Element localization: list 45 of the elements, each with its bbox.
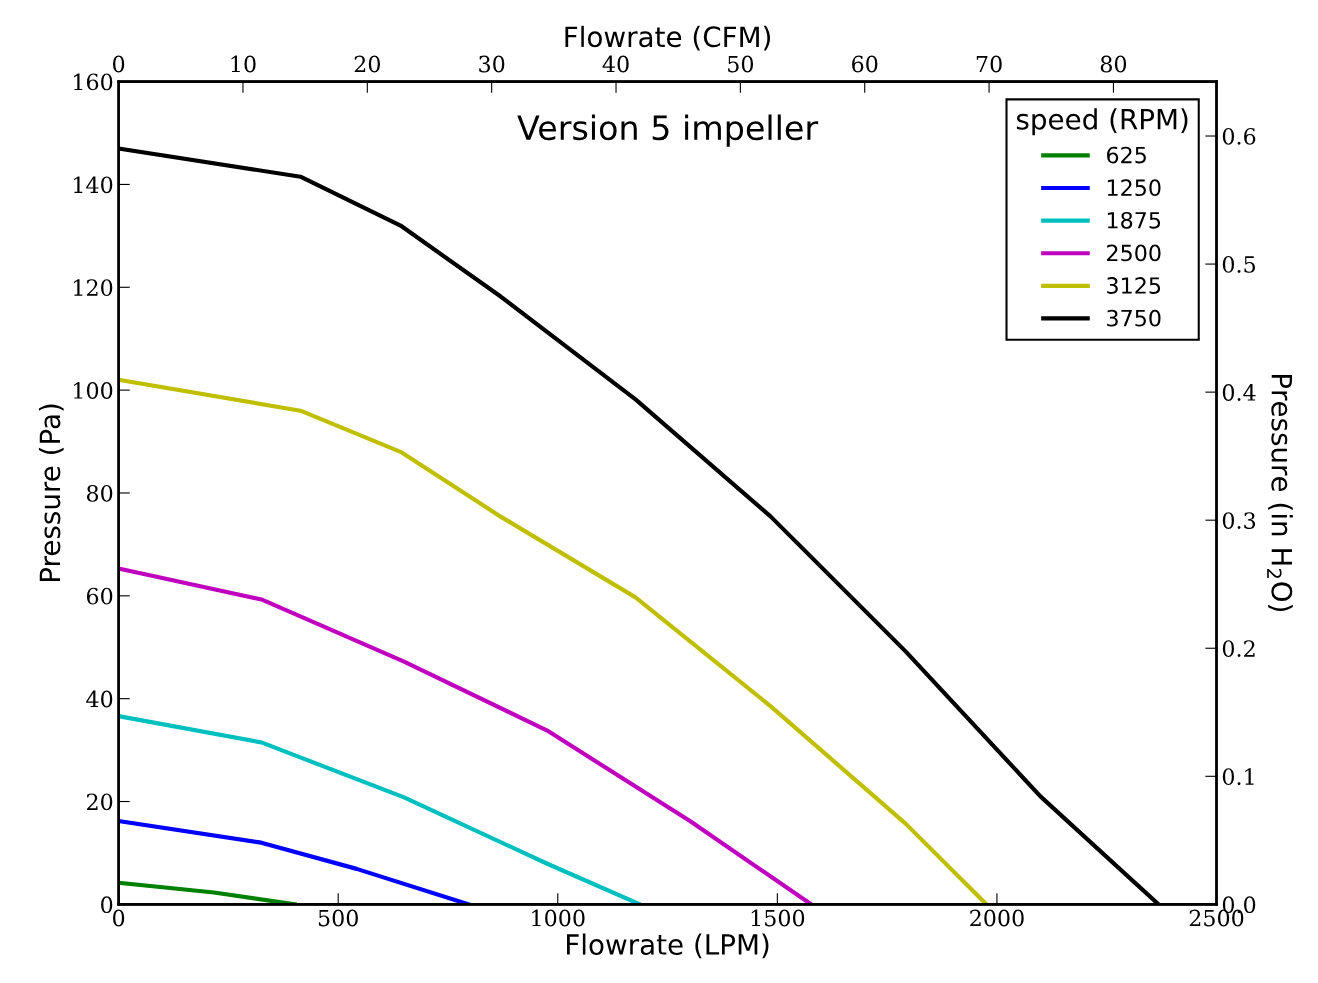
legend-label: 625 [1107, 146, 1146, 164]
y-tick-label: 80 [86, 484, 113, 502]
x2-tick-label: 0 [113, 55, 125, 73]
y2-tick-label: 0.6 [1222, 127, 1256, 145]
y2-tick-label: 0.4 [1222, 384, 1256, 401]
x-axis-title: Flowrate (LPM) [567, 933, 769, 959]
y-tick-label: 100 [74, 382, 113, 399]
x-tick-label: 2000 [970, 909, 1024, 927]
legend-label: 1875 [1107, 211, 1161, 229]
line-series [118, 566, 814, 905]
x2-tick-label: 80 [1100, 55, 1127, 73]
x-tick-label: 1000 [532, 909, 585, 927]
text: Version 5 impeller [517, 114, 819, 147]
y-tick-label: 160 [74, 73, 113, 91]
x-tick-label: 0 [113, 909, 125, 927]
y2-tick-label: 0.2 [1222, 640, 1255, 657]
line-series [118, 818, 471, 905]
y-tick-label: 20 [86, 793, 113, 811]
legend-label: 3125 [1107, 277, 1161, 294]
y-axis-title: Pressure (Pa) [38, 404, 64, 582]
y-tick-label: 60 [86, 587, 113, 605]
legend-label: 1250 [1107, 179, 1161, 197]
x2-tick-label: 60 [852, 55, 878, 73]
y-tick-label: 120 [74, 279, 113, 297]
legend-label: 3750 [1107, 309, 1161, 327]
y2-axis-title: Pressure (in H$_{2}$O) [1267, 375, 1293, 612]
line-series [118, 714, 642, 905]
y-tick-label: 140 [74, 176, 113, 194]
y2-tick-label: 0.3 [1222, 512, 1256, 529]
x2-tick-label: 20 [354, 55, 380, 73]
x2-tick-label: 70 [976, 55, 1002, 73]
y-tick-label: 0 [101, 896, 113, 914]
y2-tick-label: 0.1 [1222, 768, 1254, 786]
x-tick-label: 500 [318, 909, 358, 927]
line-series [118, 377, 989, 905]
x2-tick-label: 40 [602, 55, 629, 73]
x2-tick-label: 30 [479, 55, 505, 73]
x-tick-label: 1500 [751, 909, 805, 927]
legend-title: speed (RPM) [1016, 108, 1188, 136]
x2-tick-label: 50 [728, 55, 754, 73]
legend-label: 2500 [1107, 244, 1161, 262]
x2-tick-label: 10 [231, 55, 256, 73]
y-tick-label: 40 [86, 690, 113, 708]
x2-axis-title: Flowrate (CFM) [565, 25, 771, 51]
y2-tick-label: 0.5 [1222, 256, 1255, 273]
